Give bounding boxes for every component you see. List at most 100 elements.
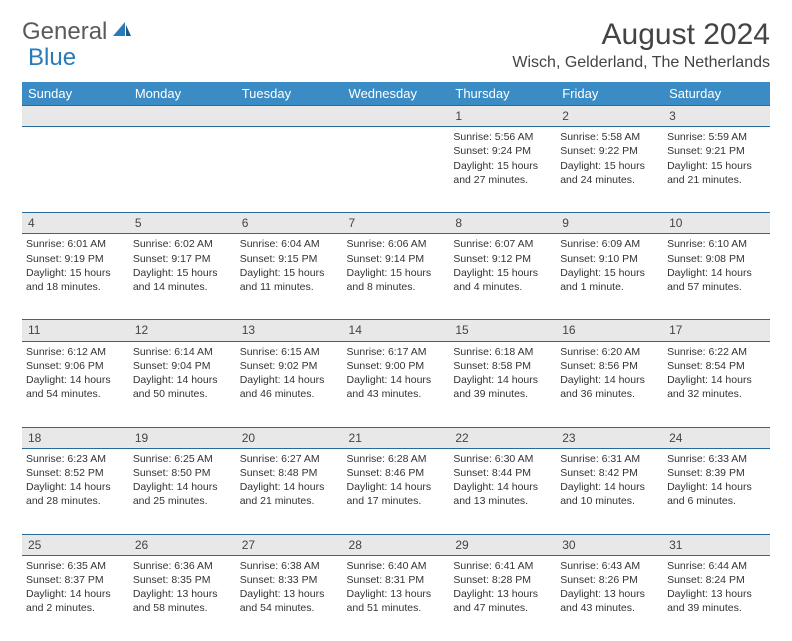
daylight-text: Daylight: 13 hours and 47 minutes. — [453, 587, 552, 615]
sunset-text: Sunset: 8:33 PM — [240, 573, 339, 587]
sunrise-text: Sunrise: 6:17 AM — [347, 345, 446, 359]
sunrise-text: Sunrise: 6:44 AM — [667, 559, 766, 573]
sunrise-text: Sunrise: 6:35 AM — [26, 559, 125, 573]
sunrise-text: Sunrise: 6:41 AM — [453, 559, 552, 573]
logo-text-general: General — [22, 18, 107, 46]
day-cell: Sunrise: 6:07 AMSunset: 9:12 PMDaylight:… — [449, 234, 556, 320]
sunrise-text: Sunrise: 6:01 AM — [26, 237, 125, 251]
daylight-text: Daylight: 14 hours and 32 minutes. — [667, 373, 766, 401]
day-number: 12 — [129, 320, 236, 341]
day-number: 21 — [343, 427, 450, 448]
day-number: 6 — [236, 213, 343, 234]
sunset-text: Sunset: 8:39 PM — [667, 466, 766, 480]
logo-text-blue: Blue — [28, 44, 76, 71]
sunrise-text: Sunrise: 6:20 AM — [560, 345, 659, 359]
sunrise-text: Sunrise: 6:40 AM — [347, 559, 446, 573]
daylight-text: Daylight: 15 hours and 27 minutes. — [453, 159, 552, 187]
week-row: Sunrise: 5:56 AMSunset: 9:24 PMDaylight:… — [22, 127, 770, 213]
day-cell: Sunrise: 6:41 AMSunset: 8:28 PMDaylight:… — [449, 555, 556, 641]
day-cell: Sunrise: 6:23 AMSunset: 8:52 PMDaylight:… — [22, 448, 129, 534]
daylight-text: Daylight: 14 hours and 28 minutes. — [26, 480, 125, 508]
day-cell: Sunrise: 6:10 AMSunset: 9:08 PMDaylight:… — [663, 234, 770, 320]
sunset-text: Sunset: 9:04 PM — [133, 359, 232, 373]
day-number: 4 — [22, 213, 129, 234]
sunset-text: Sunset: 8:56 PM — [560, 359, 659, 373]
day-number: 27 — [236, 534, 343, 555]
day-cell: Sunrise: 6:43 AMSunset: 8:26 PMDaylight:… — [556, 555, 663, 641]
daylight-text: Daylight: 14 hours and 17 minutes. — [347, 480, 446, 508]
week-row: Sunrise: 6:23 AMSunset: 8:52 PMDaylight:… — [22, 448, 770, 534]
sunrise-text: Sunrise: 6:36 AM — [133, 559, 232, 573]
day-cell: Sunrise: 6:36 AMSunset: 8:35 PMDaylight:… — [129, 555, 236, 641]
month-title: August 2024 — [512, 18, 770, 52]
day-cell: Sunrise: 6:38 AMSunset: 8:33 PMDaylight:… — [236, 555, 343, 641]
sunset-text: Sunset: 8:28 PM — [453, 573, 552, 587]
day-number: 23 — [556, 427, 663, 448]
daylight-text: Daylight: 15 hours and 8 minutes. — [347, 266, 446, 294]
day-number: 28 — [343, 534, 450, 555]
day-cell: Sunrise: 6:35 AMSunset: 8:37 PMDaylight:… — [22, 555, 129, 641]
sunrise-text: Sunrise: 6:12 AM — [26, 345, 125, 359]
header: General August 2024 Wisch, Gelderland, T… — [22, 18, 770, 72]
daylight-text: Daylight: 14 hours and 6 minutes. — [667, 480, 766, 508]
day-number: 20 — [236, 427, 343, 448]
sunset-text: Sunset: 8:35 PM — [133, 573, 232, 587]
sunset-text: Sunset: 8:42 PM — [560, 466, 659, 480]
day-number — [129, 106, 236, 127]
sunset-text: Sunset: 9:12 PM — [453, 252, 552, 266]
week-row: Sunrise: 6:35 AMSunset: 8:37 PMDaylight:… — [22, 555, 770, 641]
day-header: Saturday — [663, 82, 770, 106]
sunrise-text: Sunrise: 6:15 AM — [240, 345, 339, 359]
sunset-text: Sunset: 9:10 PM — [560, 252, 659, 266]
sunrise-text: Sunrise: 5:59 AM — [667, 130, 766, 144]
day-cell: Sunrise: 6:12 AMSunset: 9:06 PMDaylight:… — [22, 341, 129, 427]
day-cell: Sunrise: 6:40 AMSunset: 8:31 PMDaylight:… — [343, 555, 450, 641]
day-number: 29 — [449, 534, 556, 555]
day-number — [22, 106, 129, 127]
daylight-text: Daylight: 14 hours and 54 minutes. — [26, 373, 125, 401]
sunset-text: Sunset: 9:06 PM — [26, 359, 125, 373]
sunrise-text: Sunrise: 6:25 AM — [133, 452, 232, 466]
day-cell: Sunrise: 6:18 AMSunset: 8:58 PMDaylight:… — [449, 341, 556, 427]
daylight-text: Daylight: 14 hours and 2 minutes. — [26, 587, 125, 615]
day-number: 2 — [556, 106, 663, 127]
day-cell: Sunrise: 6:33 AMSunset: 8:39 PMDaylight:… — [663, 448, 770, 534]
day-number: 30 — [556, 534, 663, 555]
sunset-text: Sunset: 8:54 PM — [667, 359, 766, 373]
day-number: 7 — [343, 213, 450, 234]
sunrise-text: Sunrise: 6:06 AM — [347, 237, 446, 251]
day-cell: Sunrise: 5:56 AMSunset: 9:24 PMDaylight:… — [449, 127, 556, 213]
day-number: 8 — [449, 213, 556, 234]
day-number: 15 — [449, 320, 556, 341]
daylight-text: Daylight: 14 hours and 46 minutes. — [240, 373, 339, 401]
sunrise-text: Sunrise: 6:27 AM — [240, 452, 339, 466]
day-cell — [236, 127, 343, 213]
day-cell: Sunrise: 5:58 AMSunset: 9:22 PMDaylight:… — [556, 127, 663, 213]
day-number: 14 — [343, 320, 450, 341]
day-cell — [129, 127, 236, 213]
daylight-text: Daylight: 15 hours and 1 minute. — [560, 266, 659, 294]
day-number: 11 — [22, 320, 129, 341]
sunrise-text: Sunrise: 6:43 AM — [560, 559, 659, 573]
day-number: 9 — [556, 213, 663, 234]
day-cell: Sunrise: 6:30 AMSunset: 8:44 PMDaylight:… — [449, 448, 556, 534]
sunrise-text: Sunrise: 6:28 AM — [347, 452, 446, 466]
day-cell — [343, 127, 450, 213]
day-cell: Sunrise: 6:02 AMSunset: 9:17 PMDaylight:… — [129, 234, 236, 320]
day-cell: Sunrise: 6:20 AMSunset: 8:56 PMDaylight:… — [556, 341, 663, 427]
daylight-text: Daylight: 13 hours and 51 minutes. — [347, 587, 446, 615]
day-number-row: 45678910 — [22, 213, 770, 234]
daylight-text: Daylight: 14 hours and 39 minutes. — [453, 373, 552, 401]
daylight-text: Daylight: 15 hours and 18 minutes. — [26, 266, 125, 294]
sunset-text: Sunset: 9:19 PM — [26, 252, 125, 266]
day-number: 16 — [556, 320, 663, 341]
day-cell: Sunrise: 6:44 AMSunset: 8:24 PMDaylight:… — [663, 555, 770, 641]
sunrise-text: Sunrise: 6:31 AM — [560, 452, 659, 466]
sunrise-text: Sunrise: 6:38 AM — [240, 559, 339, 573]
sunset-text: Sunset: 8:48 PM — [240, 466, 339, 480]
day-header: Tuesday — [236, 82, 343, 106]
sunset-text: Sunset: 8:24 PM — [667, 573, 766, 587]
sunset-text: Sunset: 8:26 PM — [560, 573, 659, 587]
daylight-text: Daylight: 14 hours and 36 minutes. — [560, 373, 659, 401]
day-number: 10 — [663, 213, 770, 234]
